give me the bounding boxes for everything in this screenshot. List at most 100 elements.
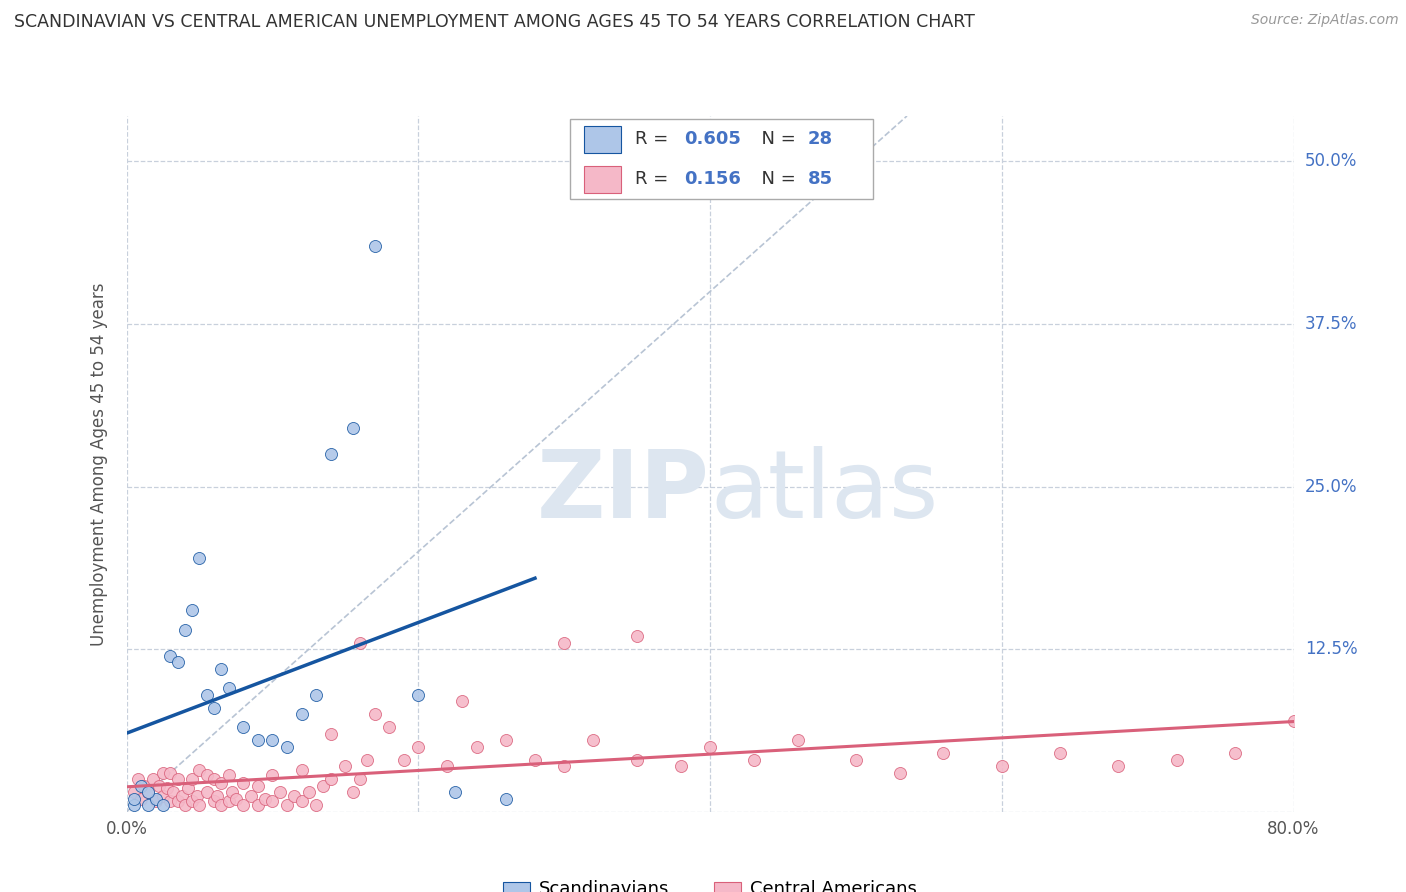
Point [142, 772, 165, 787]
Point [188, 798, 211, 813]
Text: 0.156: 0.156 [685, 170, 741, 188]
Point [932, 746, 955, 760]
Text: SCANDINAVIAN VS CENTRAL AMERICAN UNEMPLOYMENT AMONG AGES 45 TO 54 YEARS CORRELAT: SCANDINAVIAN VS CENTRAL AMERICAN UNEMPLO… [14, 13, 974, 31]
FancyBboxPatch shape [583, 166, 621, 194]
Point [205, 789, 228, 804]
Point [408, 688, 430, 702]
Point [626, 753, 648, 767]
Point [177, 781, 200, 796]
Point [181, 603, 204, 617]
Point [122, 785, 145, 799]
Point [319, 727, 342, 741]
Point [356, 753, 378, 767]
Point [166, 794, 188, 808]
Point [221, 785, 243, 799]
Point [669, 759, 692, 773]
Point [162, 785, 184, 799]
Point [408, 739, 430, 754]
FancyBboxPatch shape [569, 120, 873, 200]
Text: R =: R = [636, 130, 675, 148]
Point [181, 794, 204, 808]
Point [342, 785, 364, 799]
Point [246, 733, 269, 747]
Point [524, 753, 547, 767]
Point [122, 798, 145, 813]
Point [319, 447, 342, 461]
Point [232, 776, 254, 790]
Point [138, 798, 160, 813]
Point [202, 700, 225, 714]
Text: 12.5%: 12.5% [1305, 640, 1357, 658]
Text: R =: R = [636, 170, 675, 188]
Point [290, 707, 312, 722]
Point [990, 759, 1012, 773]
Point [495, 733, 517, 747]
Point [186, 789, 208, 804]
Point [132, 779, 155, 793]
Point [451, 694, 474, 708]
Point [626, 629, 648, 643]
Point [786, 733, 808, 747]
Point [145, 794, 167, 808]
Point [889, 765, 911, 780]
Point [254, 791, 277, 805]
Point [181, 772, 204, 787]
Point [218, 681, 240, 695]
Point [298, 785, 321, 799]
Point [1049, 746, 1071, 760]
Point [152, 798, 174, 813]
Point [218, 768, 240, 782]
Point [553, 759, 575, 773]
Point [166, 772, 188, 787]
Point [209, 798, 232, 813]
Point [312, 779, 335, 793]
Point [363, 707, 385, 722]
Point [232, 720, 254, 734]
Point [138, 785, 160, 799]
Text: 28: 28 [808, 130, 834, 148]
Point [342, 421, 364, 435]
Point [582, 733, 605, 747]
Legend: Scandinavians, Central Americans: Scandinavians, Central Americans [495, 873, 925, 892]
Point [148, 779, 170, 793]
Point [262, 768, 284, 782]
Y-axis label: Unemployment Among Ages 45 to 54 years: Unemployment Among Ages 45 to 54 years [90, 282, 108, 646]
Point [129, 779, 152, 793]
Text: N =: N = [749, 130, 801, 148]
Point [1166, 753, 1188, 767]
Point [443, 785, 465, 799]
Point [202, 794, 225, 808]
Point [166, 655, 188, 669]
Point [349, 635, 371, 649]
Point [195, 785, 218, 799]
Point [246, 779, 269, 793]
Point [246, 798, 269, 813]
Point [1223, 746, 1246, 760]
Point [209, 662, 232, 676]
Point [363, 239, 385, 253]
Point [129, 791, 152, 805]
Point [225, 791, 247, 805]
Point [269, 785, 291, 799]
Point [188, 551, 211, 566]
Point [159, 648, 181, 663]
Point [262, 794, 284, 808]
Point [195, 688, 218, 702]
Point [145, 791, 167, 805]
Point [699, 739, 721, 754]
Point [319, 772, 342, 787]
Point [349, 772, 371, 787]
Point [742, 753, 765, 767]
Text: 0.605: 0.605 [685, 130, 741, 148]
Text: Source: ZipAtlas.com: Source: ZipAtlas.com [1251, 13, 1399, 28]
Point [138, 785, 160, 799]
Text: 25.0%: 25.0% [1305, 477, 1357, 496]
Point [1282, 714, 1305, 728]
Point [436, 759, 458, 773]
Point [305, 798, 328, 813]
Point [174, 798, 197, 813]
Point [152, 789, 174, 804]
Text: 50.0%: 50.0% [1305, 153, 1357, 170]
Text: ZIP: ZIP [537, 446, 710, 538]
Point [159, 765, 181, 780]
